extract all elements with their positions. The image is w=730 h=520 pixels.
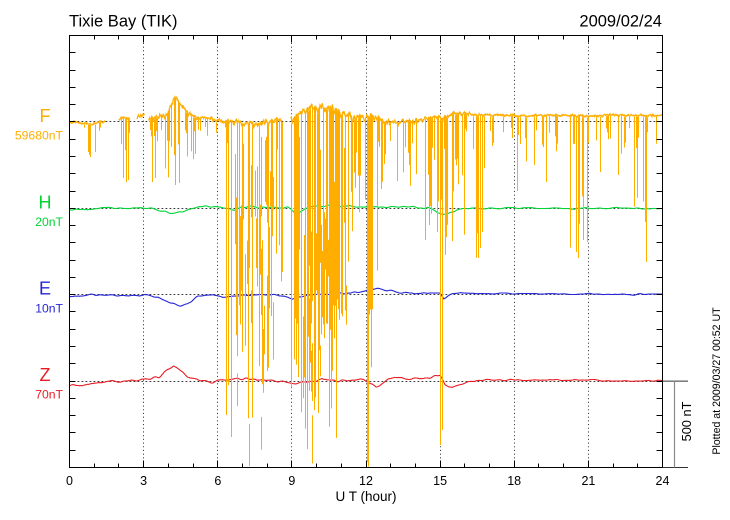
svg-text:E: E (39, 279, 51, 299)
svg-text:15: 15 (433, 474, 447, 488)
svg-text:F: F (40, 106, 51, 126)
svg-text:9: 9 (288, 474, 295, 488)
svg-text:6: 6 (214, 474, 221, 488)
svg-text:59680nT: 59680nT (15, 129, 64, 143)
svg-text:21: 21 (581, 474, 595, 488)
svg-text:Tixie Bay (TIK): Tixie Bay (TIK) (69, 13, 177, 31)
svg-text:0: 0 (66, 474, 73, 488)
svg-text:18: 18 (507, 474, 521, 488)
svg-text:20nT: 20nT (35, 215, 63, 229)
svg-text:2009/02/24: 2009/02/24 (579, 13, 662, 31)
svg-text:U T (hour): U T (hour) (335, 489, 396, 504)
svg-text:500 nT: 500 nT (679, 401, 694, 441)
svg-text:Plotted at 2009/03/27 00:52 UT: Plotted at 2009/03/27 00:52 UT (711, 307, 723, 455)
svg-text:24: 24 (656, 474, 670, 488)
svg-text:70nT: 70nT (35, 388, 63, 402)
svg-text:12: 12 (359, 474, 373, 488)
svg-text:10nT: 10nT (35, 301, 63, 315)
svg-text:Z: Z (40, 365, 51, 385)
svg-text:H: H (39, 192, 52, 212)
svg-text:3: 3 (140, 474, 147, 488)
